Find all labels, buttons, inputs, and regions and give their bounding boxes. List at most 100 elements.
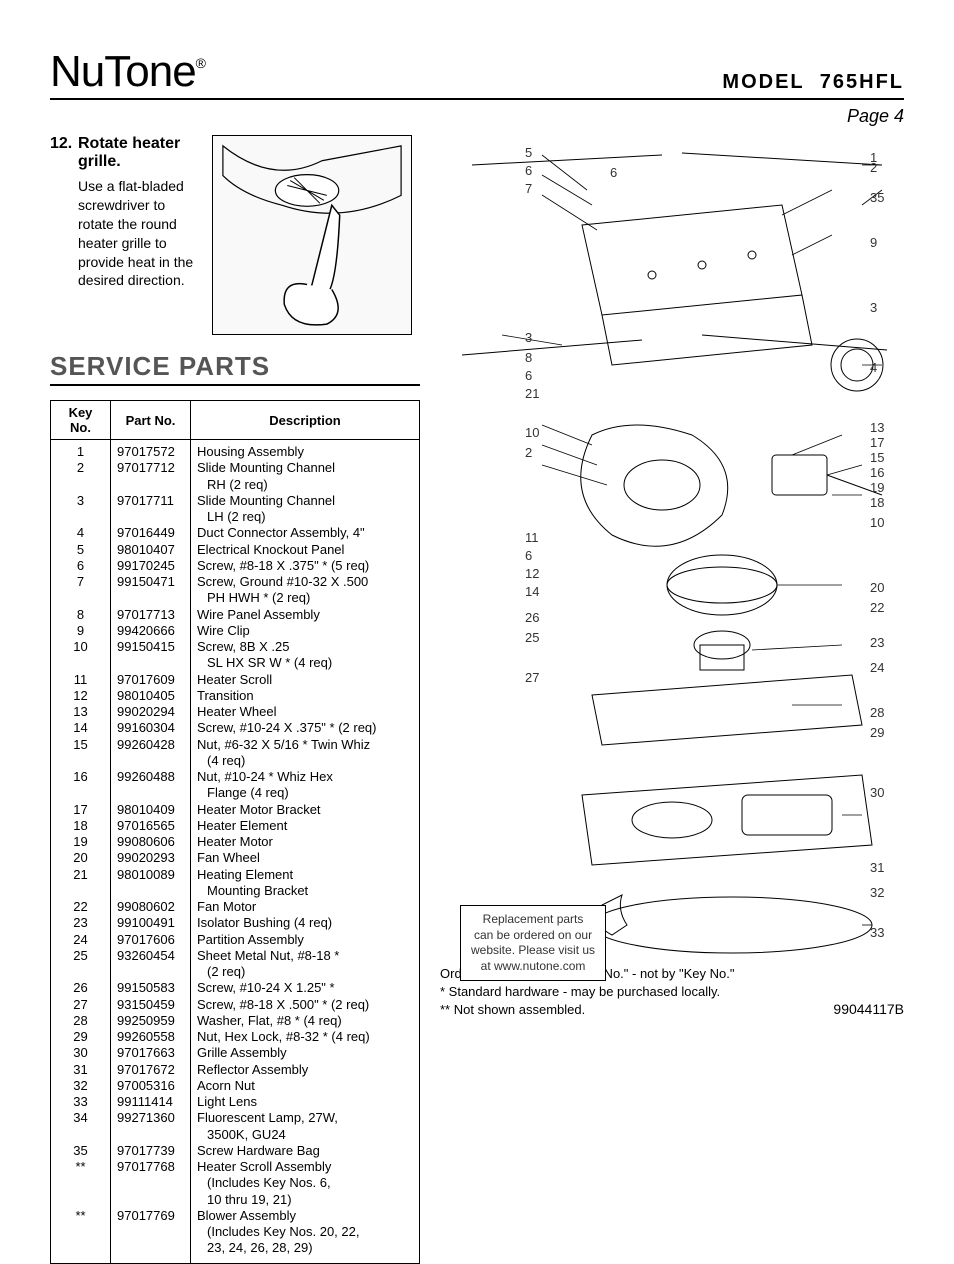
callout-number: 2: [525, 445, 532, 460]
table-row: 799150471Screw, Ground #10-32 X .500: [51, 574, 420, 590]
table-row: 2999260558Nut, Hex Lock, #8-32 * (4 req): [51, 1029, 420, 1045]
cell-part: 99111414: [111, 1094, 191, 1110]
cell-key: 18: [51, 818, 111, 834]
cell-key: 26: [51, 980, 111, 996]
callout-number: 21: [525, 386, 539, 401]
cell-key: [51, 1127, 111, 1143]
cell-key: 17: [51, 802, 111, 818]
table-row: 2399100491Isolator Bushing (4 req): [51, 915, 420, 931]
step-illustration: [212, 135, 412, 335]
cell-key: [51, 1192, 111, 1208]
cell-key: [51, 509, 111, 525]
cell-part: 99020294: [111, 704, 191, 720]
cell-desc: Flange (4 req): [191, 785, 420, 801]
cell-desc: Grille Assembly: [191, 1045, 420, 1061]
callout-number: 8: [525, 350, 532, 365]
table-row: PH HWH * (2 req): [51, 590, 420, 606]
step-heading: 12. Rotate heater grille.: [50, 135, 200, 171]
callout-number: 18: [870, 495, 884, 510]
cell-part: 97017739: [111, 1143, 191, 1159]
cell-part: 97016565: [111, 818, 191, 834]
callout-number: 13: [870, 420, 884, 435]
cell-desc: Screw, #10-24 X .375" * (2 req): [191, 720, 420, 736]
table-row: 297017712Slide Mounting Channel: [51, 460, 420, 476]
callout-number: 7: [525, 181, 532, 196]
cell-key: 34: [51, 1110, 111, 1126]
callout-number: 28: [870, 705, 884, 720]
table-row: 3197017672Reflector Assembly: [51, 1062, 420, 1078]
cell-desc: 3500K, GU24: [191, 1127, 420, 1143]
table-row: 2699150583Screw, #10-24 X 1.25" *: [51, 980, 420, 996]
cell-key: [51, 1175, 111, 1191]
cell-desc: Slide Mounting Channel: [191, 493, 420, 509]
callout-number: 3: [525, 330, 532, 345]
cell-key: 30: [51, 1045, 111, 1061]
callout-number: 14: [525, 584, 539, 599]
table-row: 598010407Electrical Knockout Panel: [51, 542, 420, 558]
cell-key: 6: [51, 558, 111, 574]
cell-desc: Isolator Bushing (4 req): [191, 915, 420, 931]
callout-number: 2: [870, 160, 877, 175]
repl-l1: Replacement parts: [471, 912, 595, 928]
callout-number: 16: [870, 465, 884, 480]
step-body: Use a flat-bladed screwdriver to rotate …: [50, 177, 200, 290]
cell-desc: Blower Assembly: [191, 1208, 420, 1224]
callout-number: 12: [525, 566, 539, 581]
table-row: 3500K, GU24: [51, 1127, 420, 1143]
repl-l3: website. Please visit us: [471, 943, 595, 959]
cell-part: 99170245: [111, 558, 191, 574]
callout-number: 10: [525, 425, 539, 440]
step-title: Rotate heater grille.: [78, 135, 200, 171]
table-row: (Includes Key Nos. 20, 22,: [51, 1224, 420, 1240]
table-row: 397017711Slide Mounting Channel: [51, 493, 420, 509]
table-row: 2299080602Fan Motor: [51, 899, 420, 915]
cell-desc: Fluorescent Lamp, 27W,: [191, 1110, 420, 1126]
callout-number: 17: [870, 435, 884, 450]
cell-part: 97017609: [111, 672, 191, 688]
cell-part: 99420666: [111, 623, 191, 639]
cell-part: 97017663: [111, 1045, 191, 1061]
table-row: 699170245Screw, #8-18 X .375" * (5 req): [51, 558, 420, 574]
cell-part: [111, 753, 191, 769]
cell-part: 97016449: [111, 525, 191, 541]
cell-part: 97017672: [111, 1062, 191, 1078]
table-row: 1197017609Heater Scroll: [51, 672, 420, 688]
callout-number: 33: [870, 925, 884, 940]
callout-number: 29: [870, 725, 884, 740]
cell-desc: Sheet Metal Nut, #8-18 *: [191, 948, 420, 964]
cell-key: [51, 590, 111, 606]
cell-part: 99100491: [111, 915, 191, 931]
cell-key: 14: [51, 720, 111, 736]
callout-number: 6: [525, 548, 532, 563]
callout-number: 15: [870, 450, 884, 465]
callout-number: 6: [610, 165, 617, 180]
table-row: Mounting Bracket: [51, 883, 420, 899]
cell-desc: Electrical Knockout Panel: [191, 542, 420, 558]
table-row: 1798010409Heater Motor Bracket: [51, 802, 420, 818]
cell-desc: (2 req): [191, 964, 420, 980]
table-row: 3297005316Acorn Nut: [51, 1078, 420, 1094]
cell-key: 16: [51, 769, 111, 785]
parts-table-head: Key No. Part No. Description: [51, 401, 420, 440]
table-row: 2593260454Sheet Metal Nut, #8-18 *: [51, 948, 420, 964]
table-row: **97017768Heater Scroll Assembly: [51, 1159, 420, 1175]
cell-key: 24: [51, 932, 111, 948]
cell-key: [51, 1240, 111, 1263]
cell-desc: PH HWH * (2 req): [191, 590, 420, 606]
table-row: 1298010405Transition: [51, 688, 420, 704]
model-label: MODEL 765HFL: [722, 71, 904, 94]
cell-desc: Screw, #8-18 X .375" * (5 req): [191, 558, 420, 574]
table-row: RH (2 req): [51, 477, 420, 493]
cell-desc: Light Lens: [191, 1094, 420, 1110]
cell-part: 99150415: [111, 639, 191, 655]
parts-table: Key No. Part No. Description 197017572Ho…: [50, 400, 420, 1264]
cell-part: [111, 1192, 191, 1208]
cell-part: 98010407: [111, 542, 191, 558]
cell-desc: Acorn Nut: [191, 1078, 420, 1094]
page-number: Page 4: [50, 106, 904, 127]
cell-key: 11: [51, 672, 111, 688]
cell-key: 35: [51, 1143, 111, 1159]
callout-number: 6: [525, 163, 532, 178]
callout-number: 25: [525, 630, 539, 645]
cell-part: [111, 655, 191, 671]
